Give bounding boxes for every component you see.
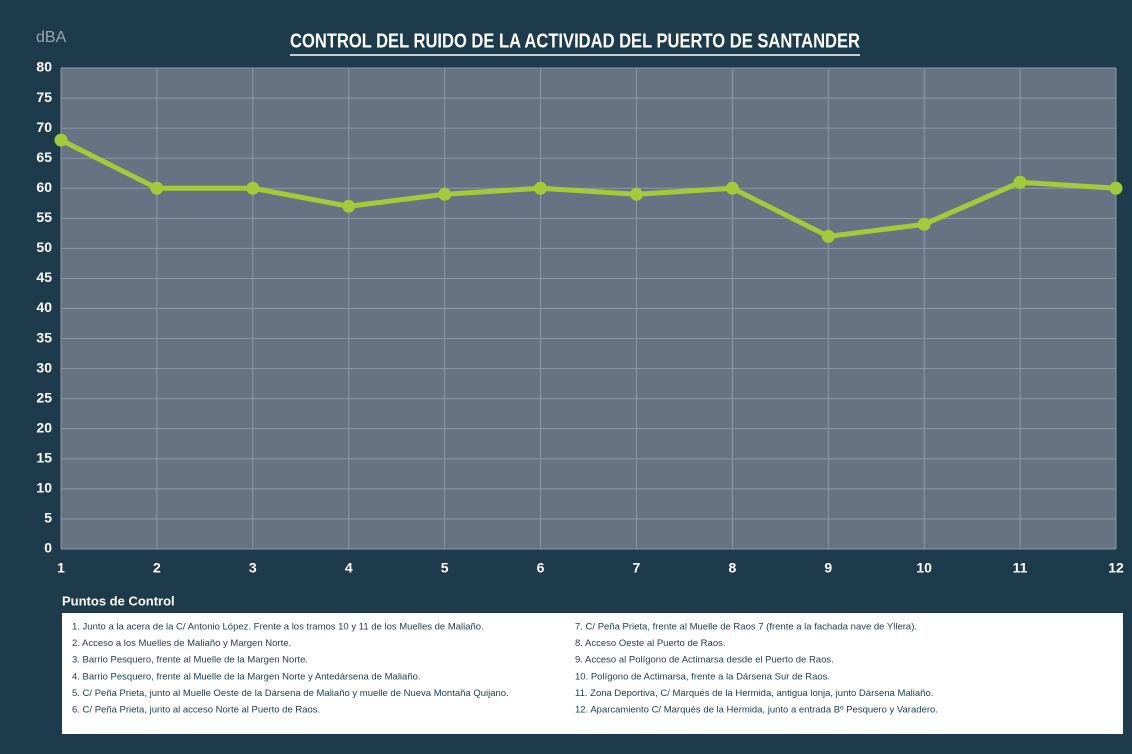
y-tick-label: 60 bbox=[36, 179, 52, 195]
y-tick-label: 10 bbox=[36, 480, 52, 496]
x-tick-label: 8 bbox=[728, 560, 736, 576]
data-point bbox=[150, 181, 164, 195]
data-point bbox=[246, 181, 260, 195]
data-point bbox=[534, 181, 548, 195]
y-tick-label: 80 bbox=[36, 59, 52, 75]
legend-note: 10. Polígono de Actimarsa, frente a la D… bbox=[575, 671, 830, 682]
legend-note: 9. Acceso al Polígono de Actimarsa desde… bbox=[575, 655, 834, 666]
y-tick-label: 25 bbox=[36, 389, 52, 405]
y-tick-label: 35 bbox=[36, 329, 52, 345]
data-point bbox=[342, 199, 356, 213]
y-tick-label: 40 bbox=[36, 299, 52, 315]
y-tick-label: 30 bbox=[36, 359, 52, 375]
chart-title: CONTROL DEL RUIDO DE LA ACTIVIDAD DEL PU… bbox=[290, 30, 860, 52]
legend-box bbox=[62, 613, 1123, 734]
legend-note: 8. Acceso Oeste al Puerto de Raos. bbox=[575, 638, 726, 649]
data-point bbox=[917, 217, 931, 231]
legend-note: 1. Junto a la acera de la C/ Antonio Lóp… bbox=[72, 622, 484, 633]
data-point bbox=[725, 181, 739, 195]
y-tick-label: 0 bbox=[44, 540, 52, 556]
x-tick-label: 10 bbox=[916, 560, 932, 576]
data-point bbox=[1109, 181, 1123, 195]
x-tick-label: 11 bbox=[1013, 560, 1028, 576]
data-point bbox=[821, 229, 835, 243]
x-tick-label: 6 bbox=[537, 560, 545, 576]
y-tick-label: 45 bbox=[36, 269, 52, 285]
data-point bbox=[1013, 175, 1027, 189]
x-tick-label: 9 bbox=[824, 560, 832, 576]
y-tick-label: 20 bbox=[36, 419, 52, 435]
legend-note: 6. C/ Peña Prieta, junto al acceso Norte… bbox=[72, 705, 320, 716]
data-point bbox=[629, 187, 643, 201]
legend-note: 5. C/ Peña Prieta, junto al Muelle Oeste… bbox=[72, 688, 509, 699]
x-tick-label: 4 bbox=[345, 560, 353, 576]
y-axis-label: dBA bbox=[36, 29, 67, 46]
y-tick-label: 70 bbox=[36, 119, 52, 135]
x-tick-label: 2 bbox=[153, 560, 161, 576]
series-line bbox=[59, 137, 1117, 239]
y-tick-label: 15 bbox=[36, 450, 52, 466]
legend-note: 3. Barrio Pesquero, frente al Muelle de … bbox=[72, 655, 308, 666]
x-tick-label: 1 bbox=[57, 560, 65, 576]
x-tick-label: 5 bbox=[441, 560, 449, 576]
x-tick-label: 3 bbox=[249, 560, 257, 576]
x-tick-label: 12 bbox=[1108, 560, 1124, 576]
legend-note: 4. Barrio Pesquero, frente al Muelle de … bbox=[72, 671, 421, 682]
y-tick-label: 5 bbox=[44, 510, 52, 526]
y-tick-label: 55 bbox=[36, 209, 52, 225]
x-tick-label: 7 bbox=[633, 560, 641, 576]
y-tick-label: 75 bbox=[36, 89, 52, 105]
legend-note: 12. Aparcamiento C/ Marqués de la Hermid… bbox=[575, 705, 938, 716]
y-tick-label: 65 bbox=[36, 149, 52, 165]
legend-note: 11. Zona Deportiva, C/ Marqués de la Her… bbox=[575, 688, 933, 699]
data-point bbox=[438, 187, 452, 201]
legend-note: 7. C/ Peña Prieta, frente al Muelle de R… bbox=[575, 622, 917, 633]
data-point bbox=[54, 133, 68, 147]
y-tick-label: 50 bbox=[36, 239, 52, 255]
x-axis-label: Puntos de Control bbox=[62, 593, 175, 608]
legend-note: 2. Acceso a los Muelles de Maliaño y Mar… bbox=[72, 638, 291, 649]
